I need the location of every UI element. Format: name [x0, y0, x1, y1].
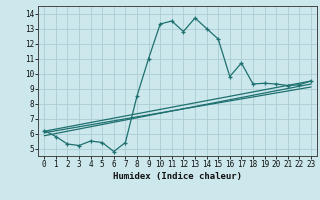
X-axis label: Humidex (Indice chaleur): Humidex (Indice chaleur)	[113, 172, 242, 181]
